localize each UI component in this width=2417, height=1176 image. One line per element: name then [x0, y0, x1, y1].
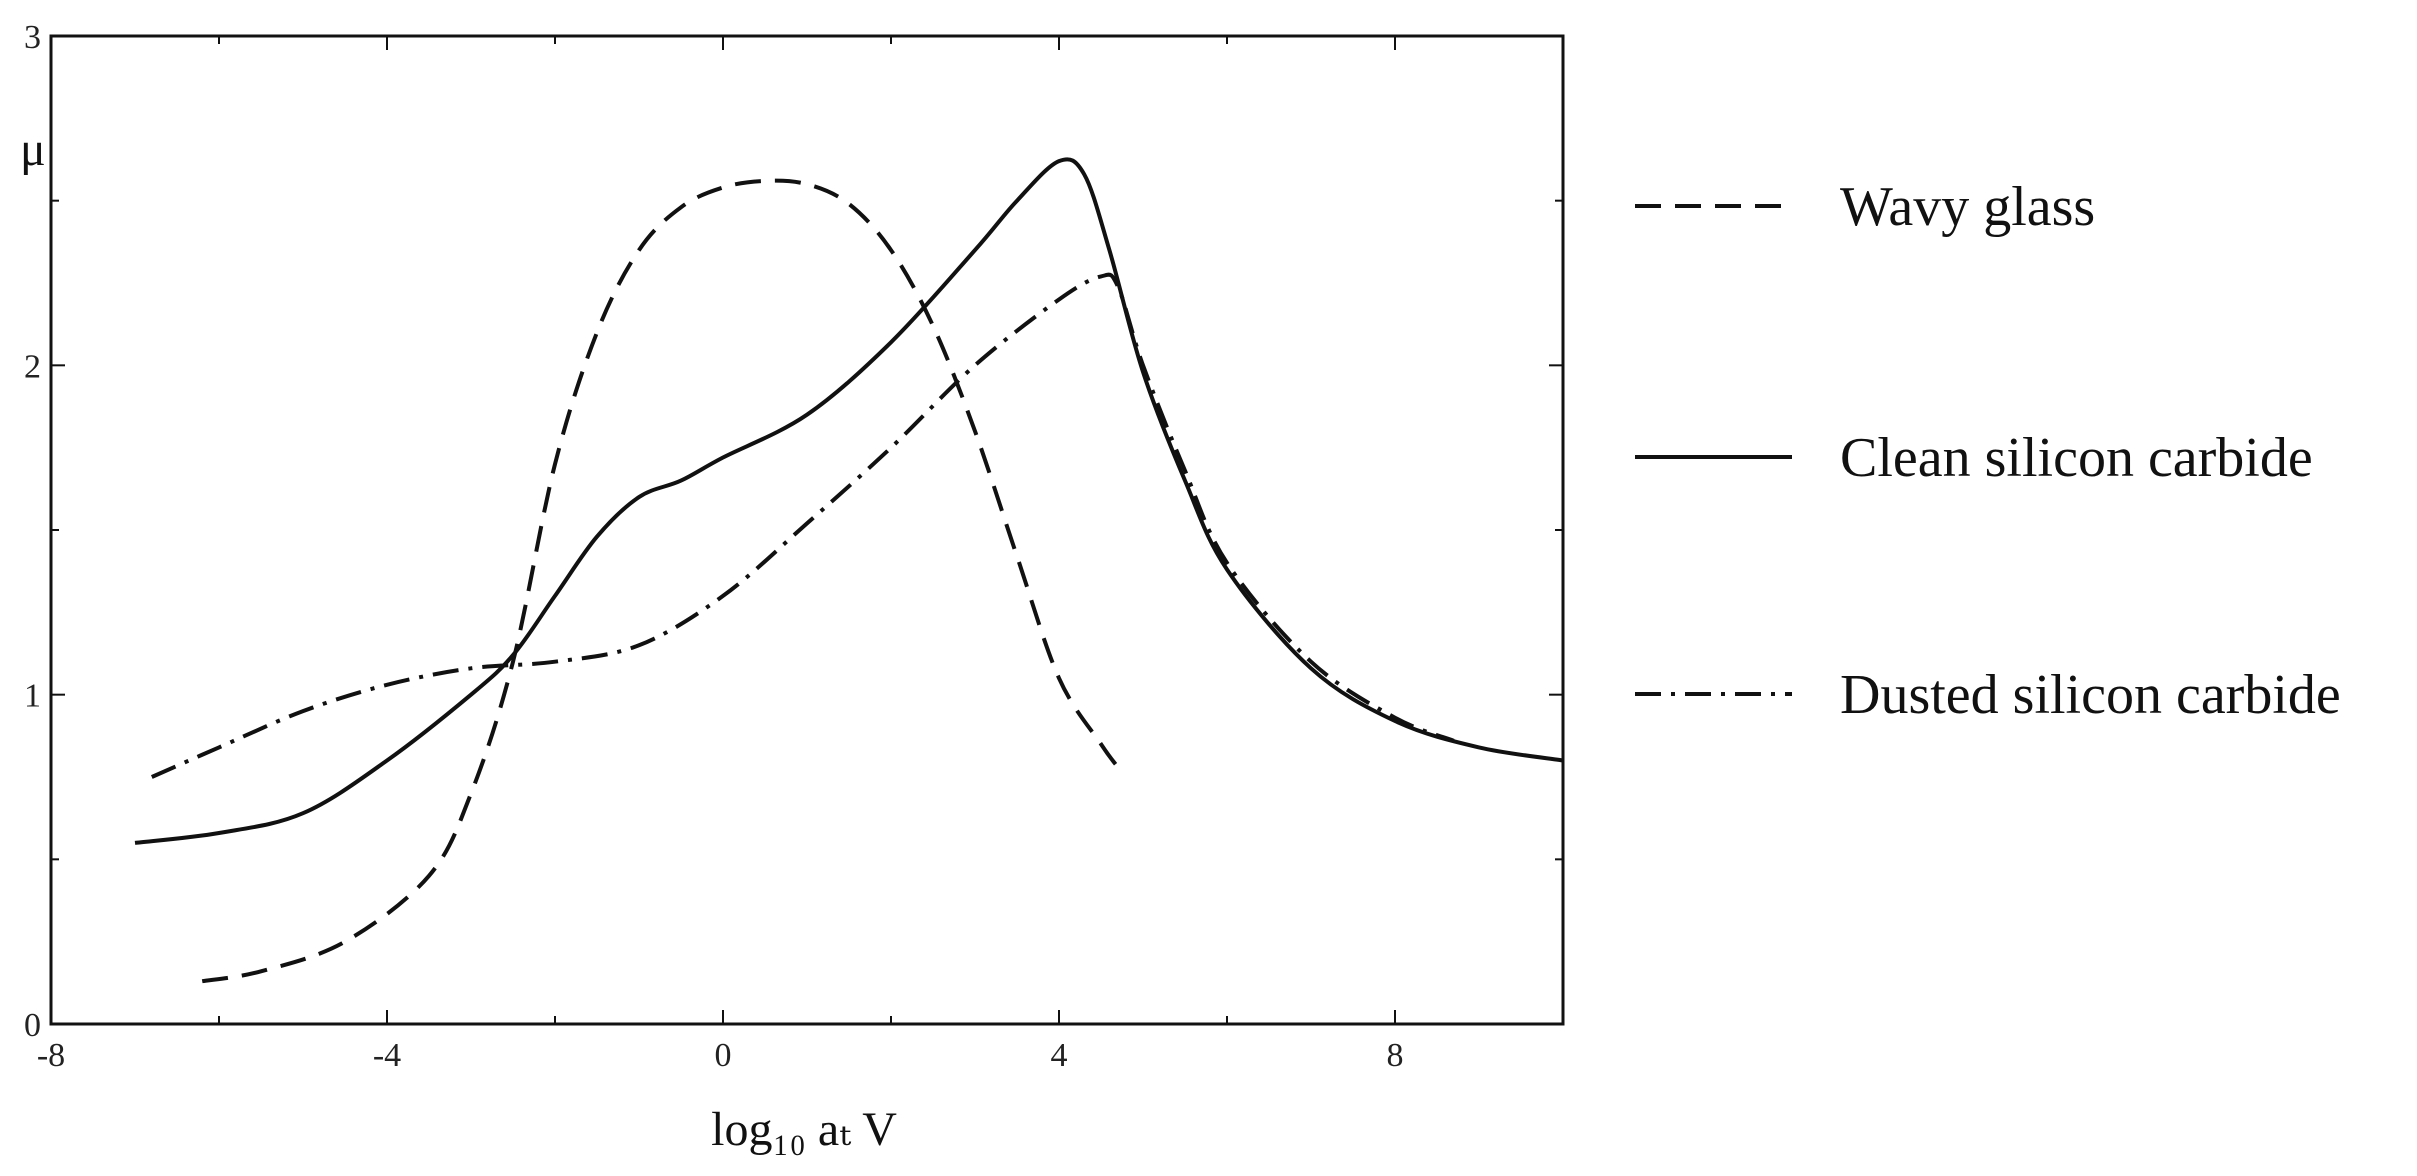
legend-label: Dusted silicon carbide — [1840, 664, 2341, 726]
x-tick-label: -4 — [373, 1037, 401, 1074]
legend-label: Wavy glass — [1840, 176, 2095, 238]
x-axis-label: log₁₀ aₜ V — [711, 1103, 897, 1156]
series-layer — [134, 157, 1564, 984]
series-line-dusted-silicon-carbide — [150, 272, 1455, 779]
y-tick-label: 2 — [24, 348, 41, 385]
y-axis-label: μ — [20, 123, 46, 176]
legend: Wavy glass Clean silicon carbide Dusted si… — [1635, 176, 2341, 726]
plot-frame — [49, 34, 1565, 1026]
x-tick-label: 0 — [715, 1037, 732, 1074]
series-line-clean-silicon-carbide — [134, 157, 1564, 845]
x-tick-label: 4 — [1051, 1037, 1068, 1074]
legend-label: Clean silicon carbide — [1840, 427, 2313, 489]
y-tick-label: 3 — [24, 19, 41, 56]
x-tick-label: 8 — [1387, 1037, 1404, 1074]
x-tick-label: -8 — [37, 1037, 65, 1074]
y-tick-label: 0 — [24, 1007, 41, 1044]
series-line-wavy-glass — [201, 178, 1120, 984]
x-axis-ticks: -8 -4 0 4 8 — [37, 36, 1564, 1074]
y-axis-ticks: 0 1 2 3 — [24, 19, 1563, 1044]
y-tick-label: 1 — [24, 678, 41, 715]
